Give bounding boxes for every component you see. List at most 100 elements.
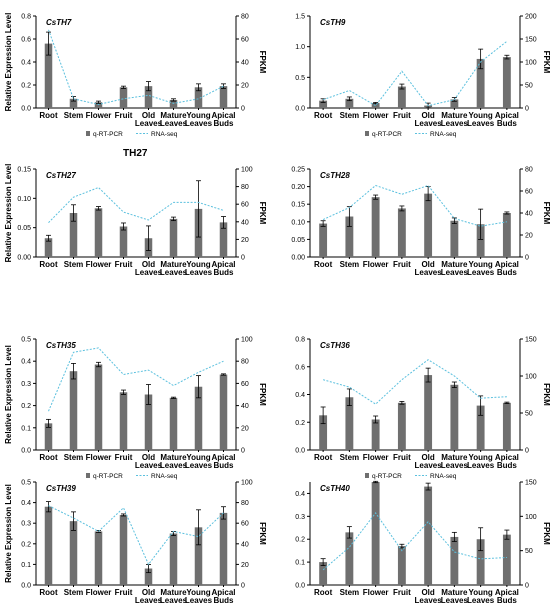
bar [69,213,78,257]
x-tick-label: Young Leaves [185,111,213,128]
y-tick-label: 0.1 [21,425,31,432]
x-tick-label: Old Leaves [135,111,163,128]
chart-title: CsTH39 [46,484,76,493]
y-tick-label: 0.0 [295,583,305,590]
y-tick-label: 0.0 [21,106,31,113]
bar [144,86,153,108]
bar [94,208,103,257]
rna-seq-line [48,505,224,566]
y2-tick-label: 100 [525,514,537,521]
x-tick-label: Stem [340,453,360,462]
y2-tick-label: 0 [525,583,529,590]
rna-seq-line [322,512,507,571]
y2-tick-label: 40 [241,403,249,410]
rna-seq-line [48,29,224,106]
y2-tick-label: 0 [241,583,245,590]
bar [345,532,354,585]
x-tick-label: Flower [86,588,112,597]
x-tick-label: Stem [64,260,84,269]
bar [144,394,153,450]
x-tick-label: Old Leaves [415,588,443,605]
chart-panel: 0.0 0.1 0.2 0.3 0.4 0.5 0 20 40 60 80 100 Relative E… [0,470,270,612]
bar [371,419,380,450]
y2-tick-label: 0 [241,255,245,262]
y-tick-label: 0.4 [21,60,31,67]
bar [319,415,328,450]
y2-tick-label: 0 [525,448,529,455]
y2-tick-label: 60 [241,37,249,44]
x-tick-label: Old Leaves [135,260,163,277]
bar [371,482,380,585]
chart-panel: 0.00 0.05 0.10 0.15 0.20 0.25 0 20 40 60 80 FPKM CsT… [280,157,550,284]
bar [502,402,511,450]
legend-label: q-RT-PCR [372,131,402,138]
bar [397,546,406,585]
bar [502,213,511,257]
x-tick-label: Young Leaves [467,111,495,128]
x-tick-label: Fruit [115,111,133,120]
x-tick-label: Root [314,588,333,597]
x-tick-label: Root [314,111,333,120]
y2-tick-label: 20 [241,425,249,432]
bar [219,86,228,108]
chart-title: CsTH7 [46,18,72,27]
y-tick-label: 0.6 [295,364,305,371]
bar [397,86,406,108]
x-tick-label: Old Leaves [415,111,443,128]
x-tick-label: Apical Buds [211,453,235,470]
y2-tick-label: 200 [525,14,537,21]
y2-tick-label: 100 [525,374,537,381]
chart-svg: 0.00 0.05 0.10 0.15 0 20 40 60 80 100 Relative Exp… [4,164,267,277]
bar [44,43,53,108]
bar [476,224,485,257]
rna-seq-line [322,40,508,107]
chart-svg: 0.00 0.05 0.10 0.15 0.20 0.25 0 20 40 60 80 FPKM CsT… [291,167,550,278]
bar [194,386,203,450]
y-tick-label: 0.5 [295,75,305,82]
x-tick-label: Old Leaves [415,260,443,277]
bar [476,58,485,108]
x-tick-label: Root [39,453,58,462]
legend-label: q-RT-PCR [372,473,402,480]
bar [69,371,78,450]
y-tick-label: 0.2 [21,403,31,410]
y2-tick-label: 0 [525,106,529,113]
y-tick-label: 0.10 [291,219,305,226]
y2-axis-title: FPKM [258,202,267,225]
chart-svg: 0.0 0.5 1.0 1.5 0 50 100 150 200 FPKM CsTH9 Root Ste… [295,14,550,139]
x-tick-label: Root [314,453,333,462]
y-tick-label: 0.3 [295,514,305,521]
bar [371,103,380,108]
bar [319,100,328,108]
rna-seq-line [48,347,224,412]
y-axis-title: Relative Expression Level [4,13,13,112]
chart-panel: 0.00 0.05 0.10 0.15 0 20 40 60 80 100 Relative Exp… [0,157,270,284]
y-tick-label: 0.10 [17,196,31,203]
chart-panel: 0.0 0.1 0.2 0.3 0.4 0 50 100 150 FPKM CsTH40 Root St… [280,470,550,612]
x-tick-label: Stem [340,111,360,120]
y-tick-label: 0.8 [21,14,31,21]
y2-axis-title: FPKM [258,51,267,74]
bar [502,534,511,585]
legend-label: RNA-seq [151,131,178,138]
bar [94,531,103,585]
x-tick-label: Root [39,588,58,597]
bar [169,533,178,585]
y-tick-label: 0.3 [21,381,31,388]
legend-label: RNA-seq [430,473,457,480]
bar [69,521,78,585]
chart-svg: 0.0 0.1 0.2 0.3 0.4 0.5 0 20 40 60 80 100 Relative E… [4,337,267,481]
y-tick-label: 0.0 [295,448,305,455]
x-tick-label: Root [314,260,333,269]
x-tick-label: Stem [64,453,84,462]
chart-svg: 0.0 0.2 0.4 0.6 0.8 0 20 40 60 80 Relative Express… [4,13,267,138]
bar [194,527,203,585]
y2-tick-label: 40 [241,219,249,226]
y-tick-label: 0.05 [291,237,305,244]
y-tick-label: 0.8 [295,337,305,344]
x-tick-label: Young Leaves [185,453,213,470]
y2-tick-label: 0 [241,106,245,113]
x-tick-label: Mature Leaves [160,111,188,128]
bar [450,220,459,257]
bar [450,384,459,450]
